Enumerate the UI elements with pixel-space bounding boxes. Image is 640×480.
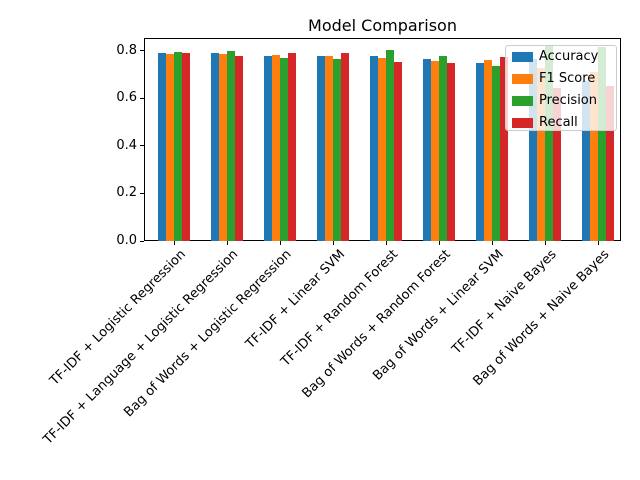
bar-f1-score bbox=[166, 53, 174, 241]
bar-f1-score bbox=[378, 57, 386, 241]
x-tick-mark bbox=[438, 241, 440, 245]
bar-accuracy bbox=[158, 52, 166, 241]
y-tick-mark bbox=[140, 192, 144, 194]
bar-recall bbox=[341, 52, 349, 241]
bar-accuracy bbox=[476, 62, 484, 241]
bar-accuracy bbox=[423, 58, 431, 241]
legend-label: Recall bbox=[539, 115, 578, 130]
bar-f1-score bbox=[484, 59, 492, 241]
legend-swatch-accuracy bbox=[512, 52, 533, 62]
x-tick-mark bbox=[279, 241, 281, 245]
bar-precision bbox=[333, 58, 341, 241]
x-tick-mark bbox=[491, 241, 493, 245]
bar-recall bbox=[394, 61, 402, 241]
chart-title: Model Comparison bbox=[308, 16, 457, 35]
bar-recall bbox=[553, 87, 561, 241]
bar-recall bbox=[447, 62, 455, 241]
bar-precision bbox=[227, 51, 235, 241]
x-tick-mark bbox=[385, 241, 387, 245]
bar-precision bbox=[174, 51, 182, 241]
x-tick-mark bbox=[332, 241, 334, 245]
bar-accuracy bbox=[529, 59, 537, 241]
x-tick-label: TF-IDF + Language + Logistic Regression bbox=[41, 247, 242, 448]
x-tick-mark bbox=[173, 241, 175, 245]
bar-accuracy bbox=[370, 56, 378, 241]
bar-precision bbox=[492, 65, 500, 241]
y-tick-mark bbox=[140, 145, 144, 147]
bar-f1-score bbox=[219, 54, 227, 241]
legend: Accuracy F1 Score Precision Recall bbox=[505, 45, 617, 131]
legend-swatch-f1-score bbox=[512, 74, 533, 84]
y-tick-label: 0.4 bbox=[116, 137, 137, 153]
y-tick-mark bbox=[140, 50, 144, 52]
bar-f1-score bbox=[590, 72, 598, 241]
y-tick-mark bbox=[140, 240, 144, 242]
legend-label: Precision bbox=[539, 93, 598, 108]
bar-f1-score bbox=[325, 56, 333, 241]
bar-accuracy bbox=[582, 80, 590, 241]
bar-f1-score bbox=[537, 67, 545, 241]
bar-accuracy bbox=[317, 56, 325, 241]
y-tick-label: 0.6 bbox=[116, 90, 137, 106]
bar-precision bbox=[439, 56, 447, 241]
x-tick-mark bbox=[544, 241, 546, 245]
bar-precision bbox=[280, 57, 288, 241]
x-tick-mark bbox=[226, 241, 228, 245]
bar-precision bbox=[386, 49, 394, 241]
bar-accuracy bbox=[211, 52, 219, 241]
y-tick-label: 0.8 bbox=[116, 42, 137, 58]
y-tick-label: 0.2 bbox=[116, 185, 137, 201]
y-tick-mark bbox=[140, 97, 144, 99]
x-tick-label: TF-IDF + Linear SVM bbox=[242, 247, 348, 353]
bar-recall bbox=[500, 56, 508, 241]
bar-accuracy bbox=[264, 56, 272, 241]
bar-precision bbox=[545, 46, 553, 241]
legend-swatch-precision bbox=[512, 96, 533, 106]
bar-f1-score bbox=[431, 60, 439, 241]
legend-label: Accuracy bbox=[539, 49, 599, 64]
y-tick-label: 0.0 bbox=[116, 233, 137, 248]
x-tick-label: TF-IDF + Naive Bayes bbox=[449, 247, 560, 358]
bar-recall bbox=[288, 52, 296, 241]
bar-precision bbox=[598, 47, 606, 241]
bar-f1-score bbox=[272, 54, 280, 241]
legend-swatch-recall bbox=[512, 118, 533, 128]
x-tick-mark bbox=[597, 241, 599, 245]
legend-label: F1 Score bbox=[539, 71, 596, 86]
bar-recall bbox=[235, 55, 243, 241]
bar-recall bbox=[182, 52, 190, 241]
bar-recall bbox=[606, 86, 614, 241]
